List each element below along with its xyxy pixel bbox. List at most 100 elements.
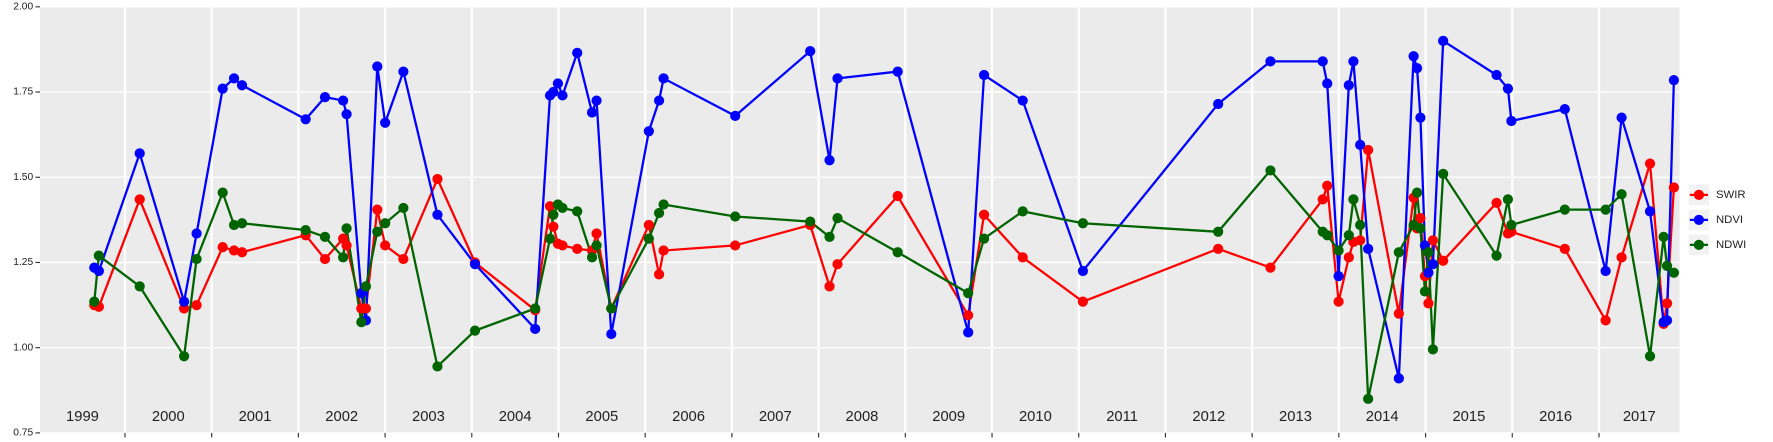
point <box>360 303 372 314</box>
point <box>1506 115 1517 127</box>
point <box>978 209 990 220</box>
point <box>1423 247 1434 258</box>
point <box>380 240 391 251</box>
point <box>1438 35 1449 47</box>
point <box>1616 252 1627 263</box>
point <box>1017 206 1028 217</box>
point <box>658 245 669 256</box>
point <box>832 73 843 84</box>
point <box>1077 218 1089 229</box>
point <box>1333 245 1344 256</box>
point <box>824 155 835 166</box>
point <box>805 46 816 57</box>
point <box>586 252 598 263</box>
point <box>319 231 331 243</box>
year-label: 2005 <box>585 409 618 425</box>
point <box>1265 262 1276 273</box>
point <box>1559 103 1570 115</box>
point <box>356 317 367 328</box>
point <box>1600 265 1611 277</box>
point <box>1616 112 1627 123</box>
point <box>1644 158 1656 169</box>
point <box>1322 230 1333 241</box>
point <box>963 310 974 321</box>
point <box>548 86 559 98</box>
point <box>832 213 843 224</box>
year-label: 2004 <box>499 409 532 425</box>
point <box>1411 187 1423 198</box>
point <box>1393 308 1404 319</box>
point <box>319 92 331 103</box>
point <box>658 73 669 84</box>
point <box>1213 226 1224 237</box>
point <box>469 259 481 270</box>
legend-point <box>1693 189 1705 200</box>
point <box>963 288 974 299</box>
point <box>134 194 145 205</box>
point <box>1343 230 1354 241</box>
point <box>1317 194 1328 205</box>
point <box>653 207 665 219</box>
y-tick-label: 2.00 <box>13 2 33 13</box>
point <box>1616 189 1627 200</box>
year-label: 2006 <box>672 409 705 425</box>
point <box>1502 83 1514 94</box>
point <box>1343 80 1354 91</box>
point <box>236 218 248 229</box>
point <box>1322 78 1333 89</box>
year-label: 2002 <box>325 409 358 425</box>
year-label: 2007 <box>759 409 792 425</box>
point <box>586 107 598 118</box>
point <box>1502 194 1514 205</box>
point <box>338 252 349 263</box>
point <box>341 240 352 251</box>
point <box>217 83 228 94</box>
y-tick-label: 0.75 <box>13 428 33 439</box>
point <box>1668 182 1679 193</box>
point <box>134 148 145 159</box>
year-label: 1999 <box>66 409 99 425</box>
y-tick-label: 1.75 <box>13 87 33 98</box>
point <box>1348 194 1359 205</box>
point <box>1491 69 1502 81</box>
point <box>236 80 248 91</box>
point <box>606 303 617 314</box>
point <box>360 281 372 292</box>
point <box>643 219 654 231</box>
year-label: 2000 <box>152 409 185 425</box>
point <box>591 228 602 239</box>
point <box>892 66 903 77</box>
point <box>1355 235 1366 246</box>
point <box>1415 112 1426 123</box>
point <box>380 117 391 128</box>
point <box>469 325 481 336</box>
point <box>892 247 903 258</box>
point <box>1343 252 1354 263</box>
year-label: 2015 <box>1452 409 1485 425</box>
point <box>1600 315 1611 326</box>
point <box>653 269 665 280</box>
point <box>341 109 352 120</box>
point <box>1644 351 1656 362</box>
legend-point <box>1693 214 1705 225</box>
year-label: 2008 <box>846 409 879 425</box>
year-label: 2003 <box>412 409 445 425</box>
point <box>572 243 583 254</box>
point <box>963 327 974 338</box>
y-tick-label: 1.25 <box>13 257 33 268</box>
point <box>338 95 349 106</box>
point <box>1491 250 1502 261</box>
point <box>372 204 383 215</box>
point <box>1393 247 1404 258</box>
point <box>1408 51 1419 62</box>
point <box>824 281 835 292</box>
point <box>191 228 202 239</box>
point <box>606 328 617 340</box>
point <box>1559 243 1570 254</box>
point <box>1427 344 1439 355</box>
point <box>1077 296 1089 307</box>
point <box>319 253 331 265</box>
point <box>1393 373 1404 384</box>
point <box>730 240 741 251</box>
